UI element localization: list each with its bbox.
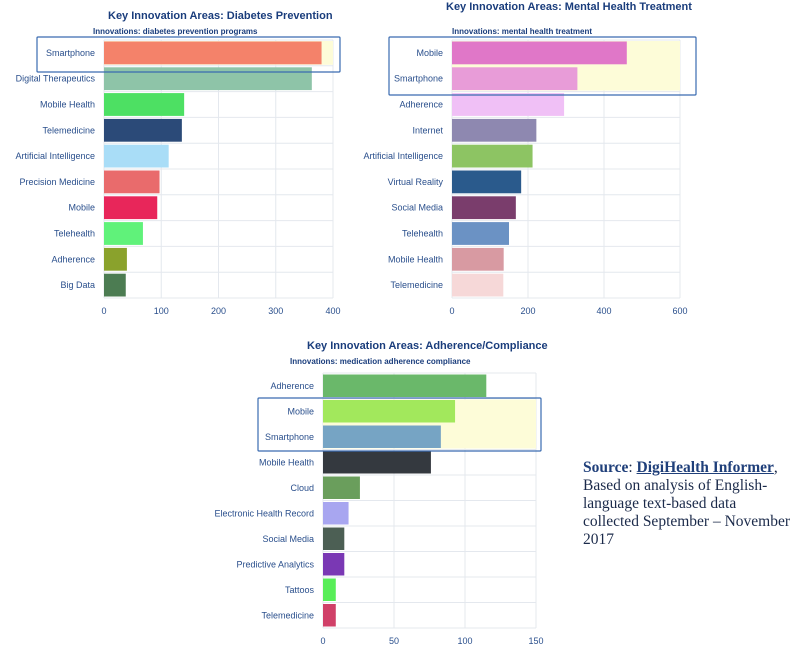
x-tick-label: 200	[211, 306, 226, 316]
category-label: Digital Therapeutics	[16, 74, 96, 84]
bar	[104, 222, 143, 245]
source-publisher-link[interactable]: DigiHealth Informer	[636, 459, 774, 476]
x-tick-label: 100	[154, 306, 169, 316]
source-separator: :	[628, 459, 637, 476]
bar	[452, 170, 522, 194]
bar	[452, 118, 537, 142]
bar	[104, 196, 158, 220]
category-label: Mobile	[416, 48, 443, 58]
category-label: Telemedicine	[261, 610, 314, 620]
bar	[104, 67, 312, 91]
category-label: Big Data	[60, 280, 95, 290]
bar	[104, 144, 169, 168]
chart-plot: Smartphone Digital Therapeutics Mobile Hea…	[15, 36, 341, 316]
x-tick-label: 150	[528, 636, 543, 646]
category-label: Smartphone	[394, 74, 443, 84]
chart-diabetes-prevention: Key Innovation Areas: Diabetes Preventio…	[0, 0, 400, 330]
bar	[452, 273, 504, 297]
category-label: Predictive Analytics	[236, 559, 314, 569]
chart-title: Key Innovation Areas: Mental Health Trea…	[446, 1, 692, 13]
chart-plot: Mobile Smartphone Adherence Internet Artific…	[363, 36, 697, 316]
x-tick-label: 0	[101, 306, 106, 316]
bar	[323, 425, 441, 448]
category-label: Cloud	[290, 483, 314, 493]
category-label: Internet	[412, 125, 443, 135]
x-tick-label: 400	[596, 306, 611, 316]
x-tick-label: 0	[320, 636, 325, 646]
chart-subtitle: Innovations: medication adherence compli…	[290, 357, 471, 366]
bar	[323, 374, 487, 397]
x-tick-label: 50	[389, 636, 399, 646]
category-label: Mobile	[68, 203, 95, 213]
highlight-outline	[257, 397, 542, 452]
category-label: Telehealth	[402, 229, 443, 239]
chart-subtitle: Innovations: mental health treatment	[452, 27, 593, 36]
category-label: Virtual Reality	[388, 177, 444, 187]
bar	[323, 553, 345, 576]
highlight-outline	[388, 36, 697, 96]
category-label: Mobile Health	[259, 457, 314, 467]
x-tick-label: 400	[325, 306, 340, 316]
source-description: , Based on analysis of English-language …	[583, 459, 791, 548]
category-label: Social Media	[262, 534, 314, 544]
bar	[104, 41, 322, 65]
bar	[323, 502, 349, 525]
category-label: Electronic Health Record	[214, 508, 314, 518]
category-label: Adherence	[270, 381, 314, 391]
category-label: Precision Medicine	[19, 177, 95, 187]
bar	[452, 222, 509, 245]
chart-title: Key Innovation Areas: Diabetes Preventio…	[108, 10, 333, 22]
bar	[104, 118, 182, 142]
category-label: Mobile	[287, 406, 314, 416]
category-label: Mobile Health	[388, 254, 443, 264]
category-label: Smartphone	[265, 432, 314, 442]
highlight-outline	[36, 36, 341, 73]
category-label: Adherence	[51, 254, 95, 264]
bar	[323, 451, 431, 474]
bar	[452, 144, 533, 168]
source-note: Source: DigiHealth Informer, Based on an…	[583, 459, 793, 549]
bar	[452, 93, 565, 116]
x-tick-label: 200	[520, 306, 535, 316]
bar	[104, 247, 127, 271]
chart-mental-health-treatment: Key Innovation Areas: Mental Health Trea…	[363, 1, 697, 316]
source-label: Source	[583, 459, 629, 476]
bar	[323, 400, 456, 423]
category-label: Artificial Intelligence	[15, 151, 95, 161]
chart-title: Key Innovation Areas: Adherence/Complian…	[307, 340, 548, 352]
bar	[104, 273, 126, 297]
bar	[452, 247, 504, 271]
category-label: Telehealth	[54, 229, 95, 239]
bar	[452, 67, 578, 91]
x-tick-label: 600	[672, 306, 687, 316]
x-tick-label: 100	[457, 636, 472, 646]
category-label: Adherence	[399, 100, 443, 110]
bar	[323, 578, 336, 601]
category-label: Telemedicine	[42, 125, 95, 135]
category-label: Mobile Health	[40, 100, 95, 110]
x-tick-label: 300	[268, 306, 283, 316]
category-label: Social Media	[391, 203, 443, 213]
bar	[452, 41, 627, 65]
category-label: Tattoos	[285, 585, 315, 595]
x-tick-label: 0	[449, 306, 454, 316]
category-label: Artificial Intelligence	[363, 151, 443, 161]
bar	[323, 476, 360, 499]
bar	[323, 604, 336, 627]
bar	[104, 170, 160, 194]
chart-subtitle: Innovations: diabetes prevention program…	[93, 27, 258, 36]
bar	[104, 93, 185, 116]
bar	[452, 196, 516, 220]
category-label: Smartphone	[46, 48, 95, 58]
bar	[323, 527, 345, 550]
category-label: Telemedicine	[390, 280, 443, 290]
